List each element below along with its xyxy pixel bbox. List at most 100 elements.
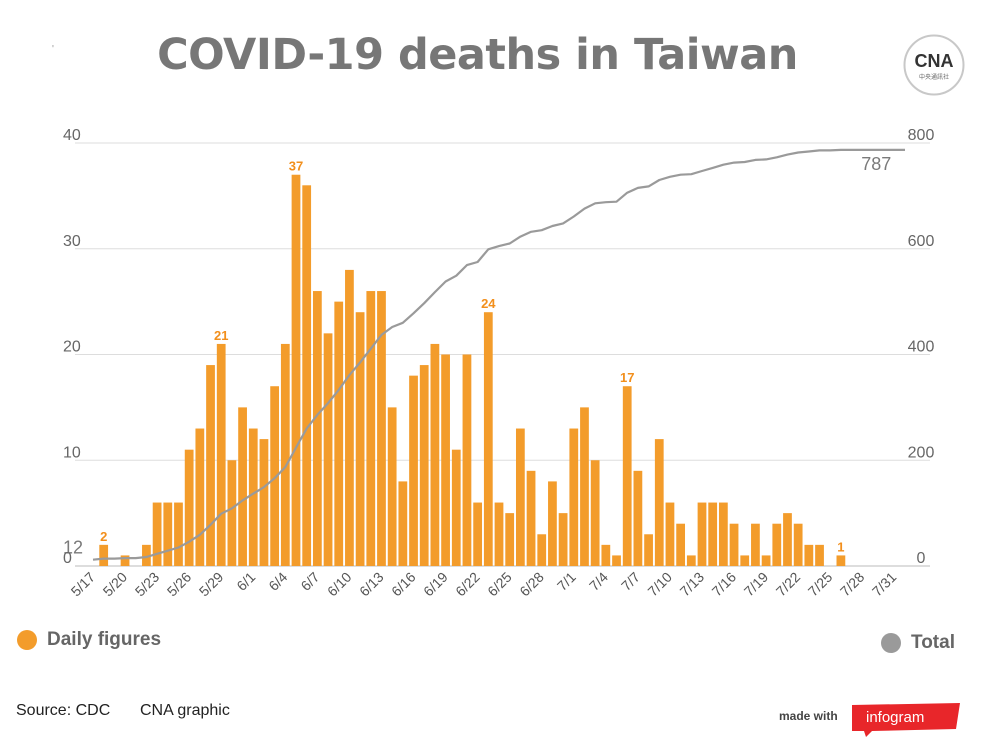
daily-bar bbox=[580, 407, 589, 566]
daily-bar bbox=[783, 513, 792, 566]
x-tick-label: 7/16 bbox=[709, 569, 740, 600]
bar-data-label: 24 bbox=[481, 296, 496, 311]
legend-total-label: Total bbox=[911, 632, 955, 653]
x-tick-label: 7/25 bbox=[805, 569, 836, 600]
x-tick-label: 6/1 bbox=[233, 569, 258, 594]
daily-bar bbox=[302, 185, 312, 567]
daily-bar bbox=[590, 460, 600, 566]
daily-bar bbox=[259, 439, 269, 566]
daily-bar bbox=[697, 502, 707, 566]
data-labels: 2 21 37 24 17 1 12 787 bbox=[63, 154, 891, 558]
x-tick-label: 7/22 bbox=[773, 569, 804, 600]
daily-bar bbox=[451, 449, 461, 566]
daily-bar bbox=[206, 365, 215, 566]
bar-data-label: 2 bbox=[100, 529, 107, 544]
daily-bar bbox=[345, 269, 354, 566]
y-left-tick-label: 30 bbox=[63, 233, 81, 250]
x-tick-label: 6/25 bbox=[484, 569, 515, 600]
daily-bar bbox=[505, 513, 515, 566]
x-tick-label: 7/31 bbox=[869, 569, 900, 600]
y-right-tick-label: 600 bbox=[908, 233, 935, 250]
x-tick-label: 6/28 bbox=[516, 569, 547, 600]
x-tick-label: 6/16 bbox=[388, 569, 419, 600]
daily-bar bbox=[793, 523, 803, 566]
legend-total-swatch bbox=[881, 633, 901, 653]
total-line-label: 787 bbox=[861, 154, 891, 174]
daily-bar bbox=[366, 291, 376, 566]
daily-bar bbox=[398, 481, 408, 566]
daily-bar bbox=[772, 523, 782, 566]
bar-data-label: 17 bbox=[620, 370, 634, 385]
y-right-tick-label: 0 bbox=[917, 550, 926, 567]
daily-bar bbox=[548, 481, 557, 566]
daily-bar bbox=[216, 343, 226, 566]
daily-bar bbox=[248, 428, 258, 566]
bar-data-label: 1 bbox=[837, 539, 844, 554]
daily-bar bbox=[708, 502, 718, 566]
x-tick-label: 7/4 bbox=[586, 569, 611, 594]
source-text: Source: CDC bbox=[16, 702, 111, 719]
daily-bar bbox=[718, 502, 728, 566]
daily-bar bbox=[622, 386, 632, 566]
x-tick-label: 6/22 bbox=[452, 569, 483, 600]
bar-data-label: 37 bbox=[289, 159, 303, 174]
daily-bar bbox=[323, 333, 333, 566]
daily-bar bbox=[665, 502, 675, 566]
daily-bar bbox=[377, 291, 386, 566]
cna-logo: CNA 中央通訊社 bbox=[903, 34, 965, 96]
daily-bar bbox=[483, 312, 493, 566]
x-tick-label: 7/1 bbox=[554, 569, 579, 594]
x-tick-label: 7/19 bbox=[741, 569, 772, 600]
daily-bar bbox=[163, 502, 173, 566]
daily-bar bbox=[99, 544, 109, 566]
daily-bar bbox=[761, 555, 771, 566]
total-line bbox=[92, 148, 905, 561]
made-with-text: made with bbox=[779, 709, 838, 723]
credit-text: CNA graphic bbox=[140, 702, 230, 719]
x-tick-label: 5/23 bbox=[132, 569, 163, 600]
daily-bar bbox=[751, 523, 760, 566]
daily-bar bbox=[387, 407, 397, 566]
x-tick-label: 6/10 bbox=[324, 569, 355, 600]
daily-bar bbox=[836, 555, 846, 566]
cna-logo-text: CNA bbox=[915, 51, 954, 71]
daily-bar bbox=[120, 555, 130, 566]
legend-total: Total bbox=[881, 632, 955, 654]
cna-logo-subtext: 中央通訊社 bbox=[919, 73, 949, 81]
y-right-tick-label: 400 bbox=[908, 339, 935, 356]
y-left-tick-label: 10 bbox=[63, 444, 81, 461]
daily-bar bbox=[355, 312, 365, 566]
daily-bar bbox=[729, 523, 739, 566]
daily-bar bbox=[676, 523, 686, 566]
x-tick-label: 6/13 bbox=[356, 569, 387, 600]
bar-data-label: 21 bbox=[214, 328, 228, 343]
x-tick-label: 5/29 bbox=[196, 569, 227, 600]
daily-bar bbox=[515, 428, 525, 566]
daily-bar bbox=[644, 534, 653, 566]
x-tick-label: 5/20 bbox=[100, 569, 131, 600]
daily-bar bbox=[409, 375, 418, 566]
infogram-badge[interactable]: infogram bbox=[852, 703, 962, 742]
infogram-brand: infogram bbox=[866, 709, 924, 726]
daily-bar bbox=[152, 502, 162, 566]
daily-bar bbox=[270, 386, 280, 566]
daily-bar bbox=[473, 502, 483, 566]
x-tick-label: 6/4 bbox=[265, 569, 290, 594]
daily-bar bbox=[227, 460, 237, 566]
legend-daily: Daily figures bbox=[17, 629, 161, 651]
y-left-tick-label: 0 bbox=[63, 550, 72, 567]
legend-daily-label: Daily figures bbox=[47, 629, 162, 650]
daily-bar bbox=[195, 428, 205, 566]
daily-bar bbox=[494, 502, 504, 566]
x-tick-label: 5/26 bbox=[164, 569, 195, 600]
daily-bar bbox=[526, 470, 536, 566]
daily-bar bbox=[740, 555, 750, 566]
daily-bars bbox=[99, 174, 846, 567]
daily-bar bbox=[558, 513, 568, 566]
x-tick-label: 5/17 bbox=[68, 569, 99, 600]
y-right-tick-label: 800 bbox=[908, 127, 935, 144]
daily-bar bbox=[430, 343, 440, 566]
daily-bar bbox=[686, 555, 696, 566]
daily-bar bbox=[462, 354, 472, 566]
